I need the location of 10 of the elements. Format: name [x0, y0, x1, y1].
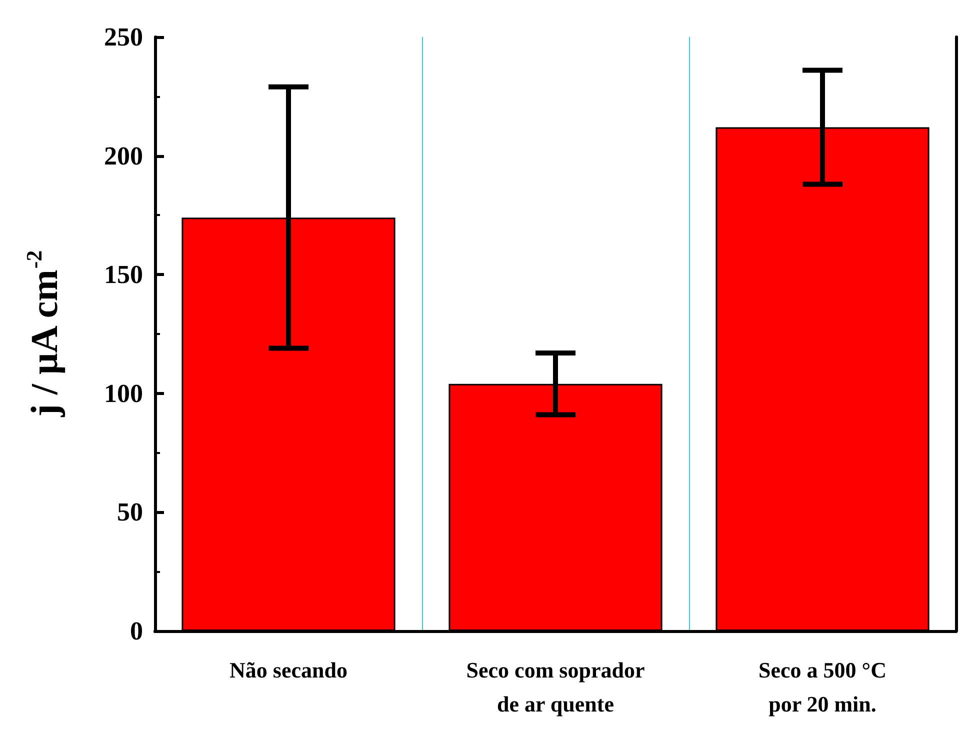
y-tick-label: 100: [104, 378, 143, 408]
x-tick-label: Não secando: [230, 658, 348, 682]
y-tick-label: 250: [104, 22, 143, 52]
y-axis-title: j / μA cm-2: [22, 250, 66, 418]
y-tick-label: 200: [104, 141, 143, 170]
x-tick-label: Seco com soprador de ar quente: [466, 658, 645, 716]
y-tick-label: 50: [117, 498, 143, 527]
x-tick-label: Seco a 500 °C por 20 min.: [758, 658, 886, 716]
y-tick-label: 0: [130, 616, 143, 646]
y-tick-label: 150: [104, 260, 143, 290]
